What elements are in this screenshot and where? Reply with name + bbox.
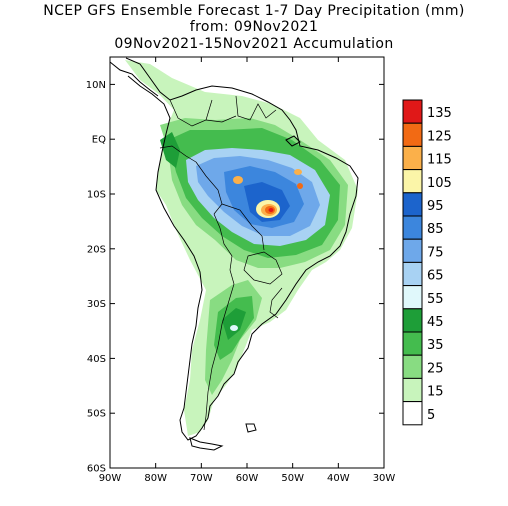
- colorbar-swatch: [402, 308, 423, 333]
- border-venezuela-brazil: [205, 115, 237, 123]
- colorbar-swatch: [402, 192, 423, 217]
- precip-45mm-north: [160, 132, 180, 168]
- lon-tick-label: 70W: [190, 473, 213, 484]
- colorbar-swatch: [402, 169, 423, 194]
- border-guianas: [235, 95, 277, 121]
- colorbar-swatch: [402, 377, 423, 403]
- colorbar-label: 5: [427, 408, 435, 423]
- precip-spot-small: [297, 183, 303, 189]
- colorbar-swatch: [402, 285, 423, 310]
- colorbar-label: 15: [427, 385, 444, 400]
- border-paraguay: [243, 251, 283, 285]
- border-peru-brazil: [195, 161, 223, 215]
- lat-tick-label: 40S: [87, 354, 106, 365]
- lon-tick-label: 90W: [99, 473, 122, 484]
- precip-spot-small: [294, 169, 302, 175]
- lon-tick-label: 80W: [144, 473, 167, 484]
- colorbar-label: 105: [427, 176, 452, 191]
- central-america-coastline: [109, 61, 159, 97]
- colorbar-swatch: [402, 261, 423, 287]
- colorbar-label: 55: [427, 292, 444, 307]
- precip-spot-small: [233, 176, 243, 184]
- precip-spot-light: [230, 325, 238, 331]
- colorbar-label: 95: [427, 199, 444, 214]
- colorbar-swatch: [402, 401, 423, 426]
- lon-tick-label: 40W: [327, 473, 350, 484]
- colorbar-label: 45: [427, 315, 444, 330]
- precip-135mm-spot: [268, 208, 274, 212]
- colorbar: 135 125 115 105 95 85 75 65 55 45 35 25 15 5: [402, 99, 452, 426]
- colorbar-label: 65: [427, 269, 444, 284]
- border-colombia-venezuela: [169, 99, 213, 127]
- border-peru-bolivia: [213, 213, 233, 257]
- colorbar-label: 75: [427, 245, 444, 260]
- lon-tick-label: 50W: [281, 473, 304, 484]
- marajo-island: [285, 135, 301, 147]
- falkland-islands: [245, 423, 257, 433]
- colorbar-label: 135: [427, 106, 452, 121]
- chart-title: NCEP GFS Ensemble Forecast 1-7 Day Preci…: [43, 3, 465, 19]
- border-brazil-uruguay: [269, 287, 283, 319]
- colorbar-swatch: [402, 122, 423, 147]
- country-borders: [159, 95, 283, 431]
- lat-tick-label: 30S: [87, 299, 106, 310]
- colorbar-swatch: [402, 215, 423, 240]
- colorbar-swatch: [402, 354, 423, 379]
- lat-tick-label: 50S: [87, 409, 106, 420]
- colorbar-label: 25: [427, 361, 444, 376]
- lat-tick-label: 60S: [87, 464, 106, 475]
- colorbar-swatch: [402, 331, 423, 356]
- coastlines: [109, 57, 359, 451]
- lat-tick-label: 20S: [87, 244, 106, 255]
- border-argentina-chile: [203, 283, 235, 431]
- colorbar-label: 35: [427, 338, 444, 353]
- border-ecuador-peru: [159, 145, 197, 163]
- lat-tick-label: 10N: [86, 80, 106, 91]
- colorbar-label: 85: [427, 222, 444, 237]
- colorbar-swatch: [402, 238, 423, 263]
- chart-subtitle-period: 09Nov2021-15Nov2021 Accumulation: [114, 36, 394, 52]
- border-bolivia-chile: [229, 255, 235, 285]
- south-america-coastline: [125, 57, 359, 441]
- lon-tick-label: 30W: [373, 473, 396, 484]
- lat-tick-label: 10S: [87, 190, 106, 201]
- lat-tick-label: EQ: [92, 135, 106, 146]
- lon-tick-label: 60W: [236, 473, 259, 484]
- colorbar-label: 115: [427, 153, 452, 168]
- border-brazil-bolivia: [221, 203, 265, 251]
- colorbar-swatch: [402, 99, 423, 124]
- colorbar-label: 125: [427, 129, 452, 144]
- tierra-del-fuego: [189, 437, 224, 451]
- chart-subtitle-date: from: 09Nov2021: [189, 19, 319, 35]
- colorbar-swatch: [402, 145, 423, 171]
- precip-45mm-south: [222, 308, 246, 340]
